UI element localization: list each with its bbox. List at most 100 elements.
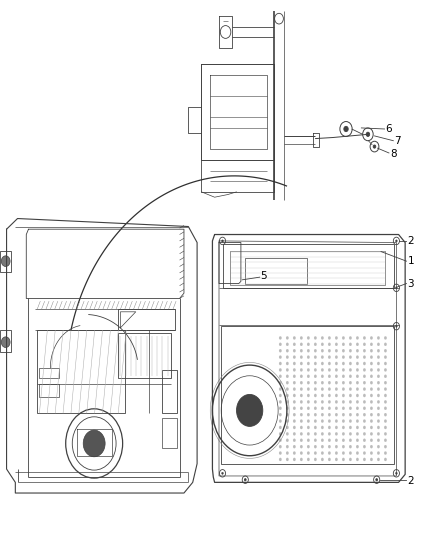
Text: 2: 2 <box>407 476 414 486</box>
Circle shape <box>222 472 223 474</box>
Circle shape <box>342 458 345 461</box>
Circle shape <box>279 343 282 346</box>
Circle shape <box>321 356 324 359</box>
Circle shape <box>335 439 338 442</box>
Circle shape <box>356 387 359 391</box>
Circle shape <box>300 419 303 423</box>
Circle shape <box>363 343 366 346</box>
Circle shape <box>370 356 373 359</box>
Circle shape <box>286 394 289 397</box>
Circle shape <box>307 381 310 384</box>
Circle shape <box>321 368 324 372</box>
Circle shape <box>279 400 282 403</box>
Circle shape <box>300 362 303 365</box>
Circle shape <box>237 394 263 426</box>
Circle shape <box>349 336 352 340</box>
Circle shape <box>377 439 380 442</box>
Circle shape <box>300 356 303 359</box>
Circle shape <box>342 362 345 365</box>
Circle shape <box>286 432 289 435</box>
Circle shape <box>300 368 303 372</box>
Circle shape <box>349 407 352 410</box>
Circle shape <box>286 381 289 384</box>
Circle shape <box>314 349 317 352</box>
Circle shape <box>314 458 317 461</box>
Circle shape <box>363 381 366 384</box>
Circle shape <box>342 400 345 403</box>
Circle shape <box>376 479 378 481</box>
Circle shape <box>279 394 282 397</box>
Circle shape <box>328 356 331 359</box>
Circle shape <box>377 413 380 416</box>
Circle shape <box>307 343 310 346</box>
Circle shape <box>349 400 352 403</box>
Circle shape <box>279 387 282 391</box>
Circle shape <box>286 343 289 346</box>
Circle shape <box>384 432 387 435</box>
Circle shape <box>349 426 352 429</box>
Circle shape <box>384 458 387 461</box>
Circle shape <box>342 343 345 346</box>
Circle shape <box>293 400 296 403</box>
Circle shape <box>370 381 373 384</box>
Circle shape <box>377 349 380 352</box>
Circle shape <box>328 413 331 416</box>
Circle shape <box>293 413 296 416</box>
Circle shape <box>335 407 338 410</box>
Circle shape <box>363 349 366 352</box>
Circle shape <box>300 400 303 403</box>
Circle shape <box>321 400 324 403</box>
Circle shape <box>349 381 352 384</box>
Bar <box>37 330 125 413</box>
Circle shape <box>370 432 373 435</box>
Circle shape <box>396 287 397 289</box>
Circle shape <box>335 368 338 372</box>
Circle shape <box>286 458 289 461</box>
Circle shape <box>335 381 338 384</box>
Circle shape <box>279 349 282 352</box>
Circle shape <box>293 362 296 365</box>
Circle shape <box>314 336 317 340</box>
Circle shape <box>314 368 317 372</box>
Circle shape <box>356 368 359 372</box>
Circle shape <box>300 343 303 346</box>
Circle shape <box>321 387 324 391</box>
Circle shape <box>314 400 317 403</box>
Circle shape <box>370 419 373 423</box>
Circle shape <box>384 375 387 378</box>
Circle shape <box>321 343 324 346</box>
Circle shape <box>384 362 387 365</box>
Circle shape <box>286 368 289 372</box>
Circle shape <box>384 426 387 429</box>
Circle shape <box>363 400 366 403</box>
Bar <box>118 333 171 378</box>
Circle shape <box>370 413 373 416</box>
Circle shape <box>377 343 380 346</box>
Circle shape <box>293 419 296 423</box>
Circle shape <box>279 407 282 410</box>
Circle shape <box>314 362 317 365</box>
Circle shape <box>307 375 310 378</box>
Circle shape <box>300 387 303 391</box>
Circle shape <box>293 439 296 442</box>
Circle shape <box>286 400 289 403</box>
Circle shape <box>342 375 345 378</box>
Circle shape <box>384 400 387 403</box>
Bar <box>0 251 11 272</box>
Circle shape <box>286 413 289 416</box>
Circle shape <box>349 356 352 359</box>
Circle shape <box>342 381 345 384</box>
Circle shape <box>286 387 289 391</box>
Circle shape <box>349 439 352 442</box>
Circle shape <box>384 349 387 352</box>
Circle shape <box>342 419 345 423</box>
Circle shape <box>321 375 324 378</box>
Circle shape <box>377 451 380 455</box>
Circle shape <box>321 394 324 397</box>
Circle shape <box>335 336 338 340</box>
Bar <box>118 309 175 330</box>
Circle shape <box>321 381 324 384</box>
Circle shape <box>293 336 296 340</box>
Circle shape <box>328 368 331 372</box>
Circle shape <box>363 336 366 340</box>
